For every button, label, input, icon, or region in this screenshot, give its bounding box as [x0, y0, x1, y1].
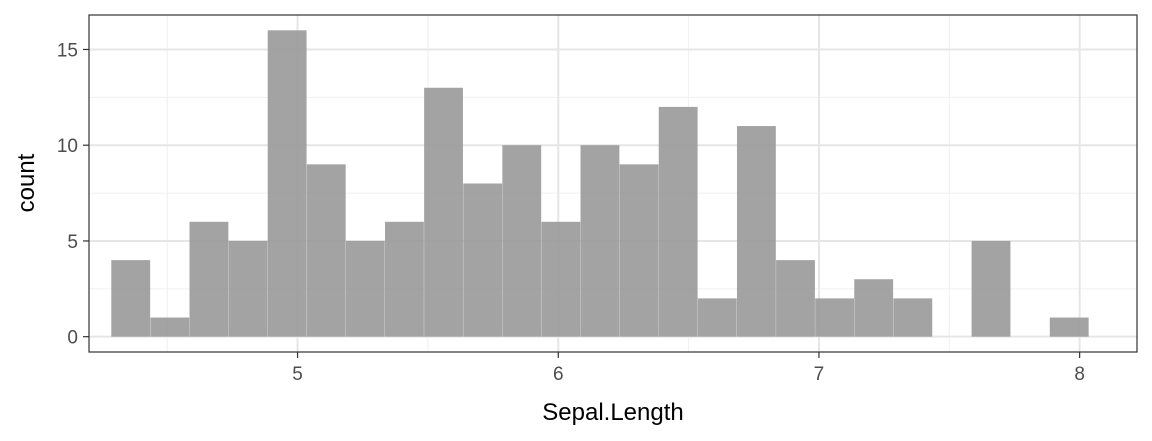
histogram-bar: [189, 221, 229, 337]
y-tick-label: 15: [57, 40, 78, 61]
x-tick-label: 7: [814, 364, 825, 385]
x-tick-label: 8: [1074, 364, 1085, 385]
y-axis-title: count: [13, 153, 40, 212]
histogram-bar: [228, 240, 268, 337]
x-axis: 5 6 7 8: [292, 352, 1085, 385]
y-tick-label: 5: [67, 232, 78, 253]
histogram-bar: [971, 240, 1011, 337]
y-tick-label: 0: [67, 328, 78, 349]
histogram-bar: [893, 298, 933, 337]
histogram-bar: [854, 279, 894, 337]
histogram-bar: [619, 164, 659, 337]
bars: [111, 30, 1089, 337]
histogram-bar: [541, 221, 581, 337]
histogram-bar: [658, 106, 698, 337]
histogram-bar: [736, 126, 776, 337]
histogram-bar: [502, 145, 542, 337]
histogram-bar: [424, 87, 463, 337]
histogram-bar: [385, 221, 424, 337]
x-axis-title: Sepal.Length: [542, 399, 683, 426]
histogram-bar: [580, 145, 620, 337]
histogram-bar: [697, 298, 737, 337]
y-axis: 0 5 10 15: [57, 40, 89, 349]
histogram-bar: [306, 164, 346, 337]
histogram-bar: [1049, 317, 1089, 337]
histogram-bar: [111, 260, 151, 337]
y-tick-label: 10: [57, 136, 78, 157]
histogram-bar: [150, 317, 190, 337]
histogram-bar: [345, 240, 385, 337]
histogram-bar: [776, 260, 815, 337]
histogram-bar: [267, 30, 307, 337]
x-tick-label: 6: [553, 364, 564, 385]
x-tick-label: 5: [292, 364, 303, 385]
panel-border: [88, 14, 1138, 353]
histogram-bar: [815, 298, 855, 337]
histogram-bar: [463, 183, 503, 337]
